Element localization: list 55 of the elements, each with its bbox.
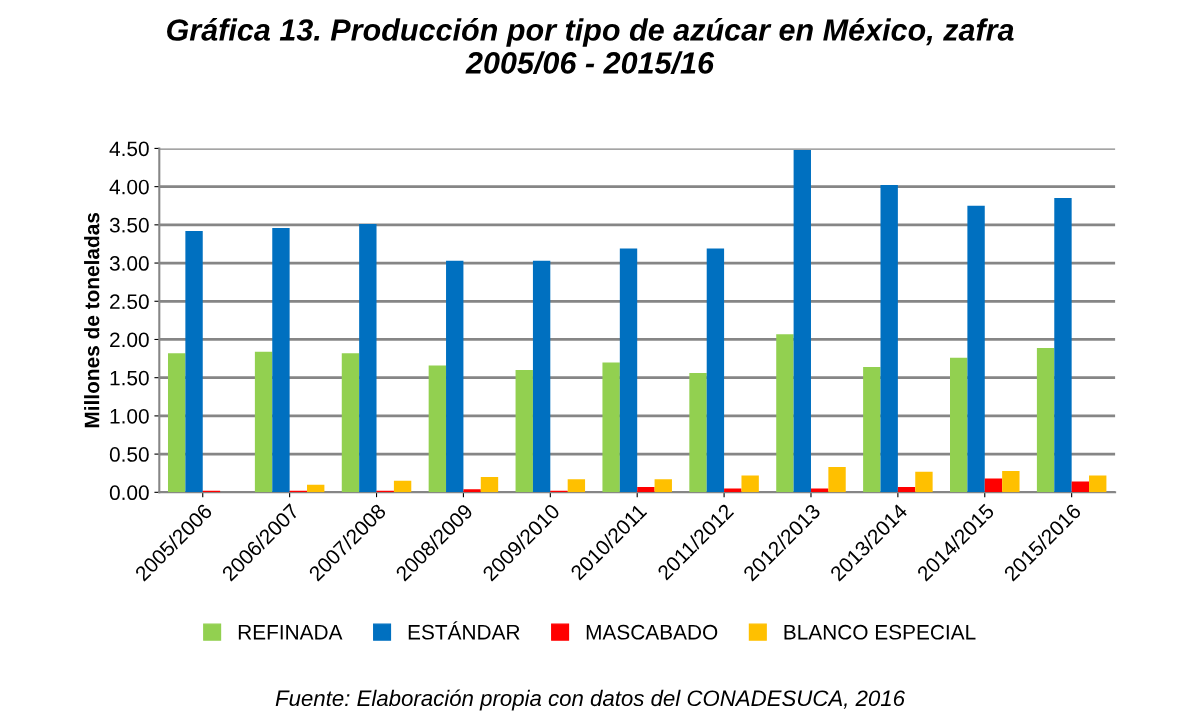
- bar: [689, 373, 707, 493]
- bar: [915, 471, 933, 493]
- bar: [1089, 475, 1107, 493]
- bar: [532, 260, 551, 493]
- bar: [984, 478, 1003, 493]
- bar: [1054, 198, 1072, 493]
- y-axis-title: Millones de toneladas: [84, 212, 100, 428]
- y-tick-label: 0.50: [109, 447, 149, 462]
- bar: [776, 334, 794, 493]
- bar: [880, 185, 898, 493]
- bar: [341, 353, 360, 493]
- bar: [619, 248, 638, 493]
- bar: [272, 227, 290, 493]
- bar: [1036, 347, 1055, 493]
- bar: [393, 480, 412, 493]
- chart-title: Gráfica 13. Producción por tipo de azúcar en México, zafra 2005/06 - 2015/16: [167, 18, 1014, 75]
- bar: [637, 486, 655, 493]
- y-tick-label: 4.00: [109, 179, 149, 195]
- bar: [863, 366, 881, 493]
- bar: [724, 488, 742, 493]
- y-tick-label: 1.00: [110, 408, 149, 424]
- bar: [602, 362, 620, 493]
- bar: [359, 224, 377, 493]
- legend-label: MASCABADO: [586, 624, 718, 640]
- bar: [428, 365, 447, 493]
- bar: [793, 149, 811, 493]
- bar: [515, 370, 533, 493]
- bar: [167, 353, 186, 493]
- bar: [1002, 470, 1020, 493]
- y-tick-label: 0.00: [109, 485, 149, 501]
- bar: [480, 477, 499, 493]
- y-tick-label: 2.00: [110, 332, 149, 348]
- y-tick-label: 1.50: [110, 370, 149, 386]
- y-tick-label: 2.50: [110, 294, 149, 310]
- legend-label: ESTÁNDAR: [408, 621, 520, 640]
- y-tick-label: 3.00: [109, 256, 149, 271]
- bar: [1071, 481, 1090, 493]
- bar: [567, 479, 586, 493]
- bar: [950, 357, 968, 493]
- y-tick-label: 3.50: [109, 217, 149, 233]
- bar: [254, 351, 273, 493]
- bar: [654, 479, 672, 493]
- legend-label: REFINADA: [238, 625, 343, 640]
- bar: [897, 486, 916, 493]
- bar: [463, 489, 481, 493]
- bar: [967, 205, 985, 493]
- bar: [185, 230, 203, 493]
- legend-label: BLANCO ESPECIAL: [784, 624, 976, 640]
- bar: [810, 488, 829, 493]
- bar: [706, 248, 725, 493]
- y-tick-label: 4.50: [109, 141, 149, 157]
- bar: [828, 467, 846, 493]
- source-note: Fuente: Elaboración propia con datos del CONADESUCA, 2016: [275, 689, 906, 711]
- bar: [741, 475, 759, 493]
- bar: [446, 260, 464, 493]
